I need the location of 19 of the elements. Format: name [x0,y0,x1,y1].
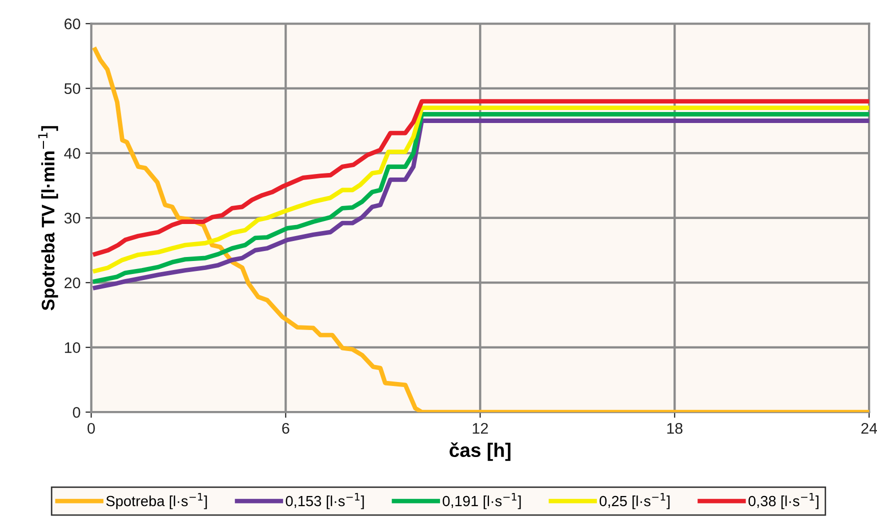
legend-label: 0,25 [l·s$^{−1}$] [600,493,670,510]
y-tick-label: 20 [64,277,80,288]
x-tick-label: 18 [667,422,682,434]
legend-label: 0,153 [l·s$^{−1}$] [286,493,364,510]
x-tick-label: 6 [282,422,290,434]
x-tick-label: 12 [472,422,488,434]
x-tick-label: 0 [88,422,95,434]
y-axis-title: Spotreba TV [l·min$^{−1}$] [38,126,58,310]
x-tick-label: 24 [861,422,877,434]
y-tick-label: 10 [64,342,80,354]
y-tick-label: 30 [64,212,80,224]
x-axis-title: čas [h] [450,442,510,461]
legend-label: Spotreba [l·s$^{−1}$] [106,493,207,510]
y-tick-label: 40 [64,148,80,159]
y-tick-label: 60 [64,18,80,30]
y-tick-label: 50 [64,83,80,94]
y-tick-label: 0 [72,406,80,418]
legend-label: 0,38 [l·s$^{−1}$] [748,493,818,510]
legend-label: 0,191 [l·s$^{−1}$] [442,493,521,510]
